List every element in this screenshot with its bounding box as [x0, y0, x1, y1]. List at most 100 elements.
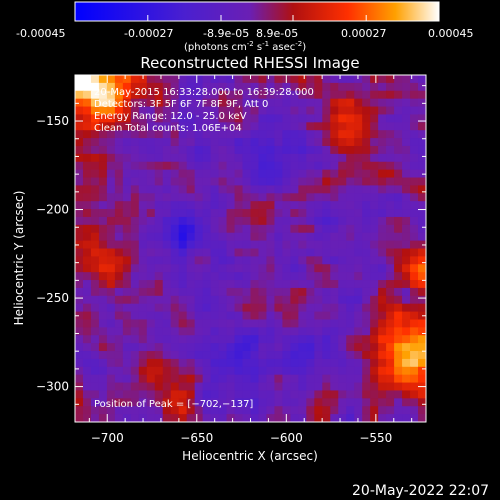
- image-pixel: [234, 122, 244, 131]
- image-pixel: [130, 295, 140, 305]
- image-pixel: [314, 153, 323, 163]
- image-pixel: [154, 122, 164, 131]
- image-pixel: [402, 161, 411, 171]
- image-pixel: [346, 177, 355, 187]
- image-pixel: [242, 248, 252, 257]
- image-pixel: [194, 138, 204, 147]
- image-pixel: [386, 319, 395, 328]
- image-pixel: [130, 256, 140, 265]
- image-pixel: [362, 130, 371, 139]
- image-pixel: [186, 264, 196, 273]
- image-pixel: [250, 366, 260, 376]
- image-pixel: [322, 98, 331, 108]
- image-pixel: [346, 311, 355, 321]
- image-pixel: [202, 343, 212, 352]
- image-pixel: [322, 256, 331, 265]
- image-pixel: [410, 382, 419, 392]
- image-pixel: [122, 169, 132, 179]
- image-pixel: [122, 390, 132, 399]
- image-pixel: [218, 366, 228, 376]
- image-pixel: [75, 248, 84, 257]
- image-pixel: [362, 351, 371, 360]
- image-pixel: [210, 130, 220, 139]
- image-pixel: [242, 398, 252, 407]
- image-pixel: [402, 98, 411, 108]
- image-pixel: [178, 351, 188, 360]
- image-pixel: [202, 248, 212, 257]
- image-pixel: [250, 90, 260, 100]
- image-pixel: [362, 398, 371, 407]
- image-pixel: [306, 177, 315, 187]
- image-pixel: [170, 114, 180, 123]
- image-pixel: [362, 311, 371, 321]
- image-pixel: [186, 256, 196, 265]
- image-pixel: [362, 248, 371, 257]
- image-pixel: [98, 351, 108, 360]
- image-pixel: [82, 75, 92, 84]
- image-pixel: [186, 145, 196, 155]
- image-pixel: [354, 311, 363, 321]
- image-pixel: [250, 98, 260, 108]
- image-pixel: [114, 153, 124, 163]
- image-pixel: [410, 193, 419, 202]
- image-pixel: [370, 264, 379, 273]
- image-pixel: [210, 90, 220, 100]
- image-pixel: [386, 224, 395, 234]
- image-pixel: [290, 248, 299, 257]
- image-pixel: [75, 224, 84, 234]
- image-pixel: [146, 240, 156, 250]
- image-pixel: [226, 106, 236, 116]
- image-pixel: [242, 75, 252, 84]
- image-pixel: [194, 382, 204, 392]
- image-pixel: [178, 240, 188, 250]
- image-pixel: [330, 122, 339, 131]
- image-pixel: [202, 145, 212, 155]
- image-pixel: [170, 169, 180, 179]
- image-pixel: [410, 185, 419, 194]
- image-pixel: [266, 185, 276, 194]
- image-pixel: [298, 232, 307, 242]
- image-pixel: [330, 90, 339, 100]
- image-pixel: [362, 201, 371, 210]
- image-pixel: [418, 201, 426, 210]
- image-pixel: [210, 82, 220, 92]
- image-pixel: [226, 98, 236, 108]
- image-pixel: [90, 224, 100, 234]
- image-pixel: [274, 185, 284, 194]
- image-pixel: [394, 406, 403, 415]
- image-pixel: [122, 224, 132, 234]
- image-pixel: [330, 145, 339, 155]
- image-pixel: [338, 327, 347, 336]
- image-pixel: [138, 406, 148, 415]
- image-pixel: [242, 224, 252, 234]
- image-pixel: [330, 193, 339, 202]
- image-pixel: [162, 122, 172, 131]
- image-pixel: [114, 343, 124, 352]
- image-pixel: [378, 130, 387, 139]
- image-pixel: [362, 98, 371, 108]
- image-pixel: [82, 303, 92, 313]
- image-pixel: [346, 106, 355, 116]
- image-pixel: [402, 256, 411, 265]
- image-pixel: [242, 193, 252, 202]
- image-pixel: [114, 82, 124, 92]
- image-pixel: [346, 319, 355, 328]
- image-pixel: [250, 248, 260, 257]
- image-pixel: [338, 311, 347, 321]
- image-pixel: [130, 414, 140, 422]
- image-pixel: [146, 232, 156, 242]
- image-pixel: [290, 240, 299, 250]
- image-pixel: [210, 390, 220, 399]
- image-pixel: [106, 98, 116, 108]
- image-pixel: [186, 216, 196, 226]
- image-pixel: [354, 272, 363, 281]
- image-pixel: [210, 216, 220, 226]
- image-pixel: [178, 193, 188, 202]
- image-pixel: [170, 351, 180, 360]
- image-pixel: [322, 382, 331, 392]
- image-pixel: [170, 406, 180, 415]
- image-pixel: [98, 382, 108, 392]
- image-pixel: [146, 224, 156, 234]
- image-pixel: [250, 114, 260, 123]
- image-pixel: [210, 122, 220, 131]
